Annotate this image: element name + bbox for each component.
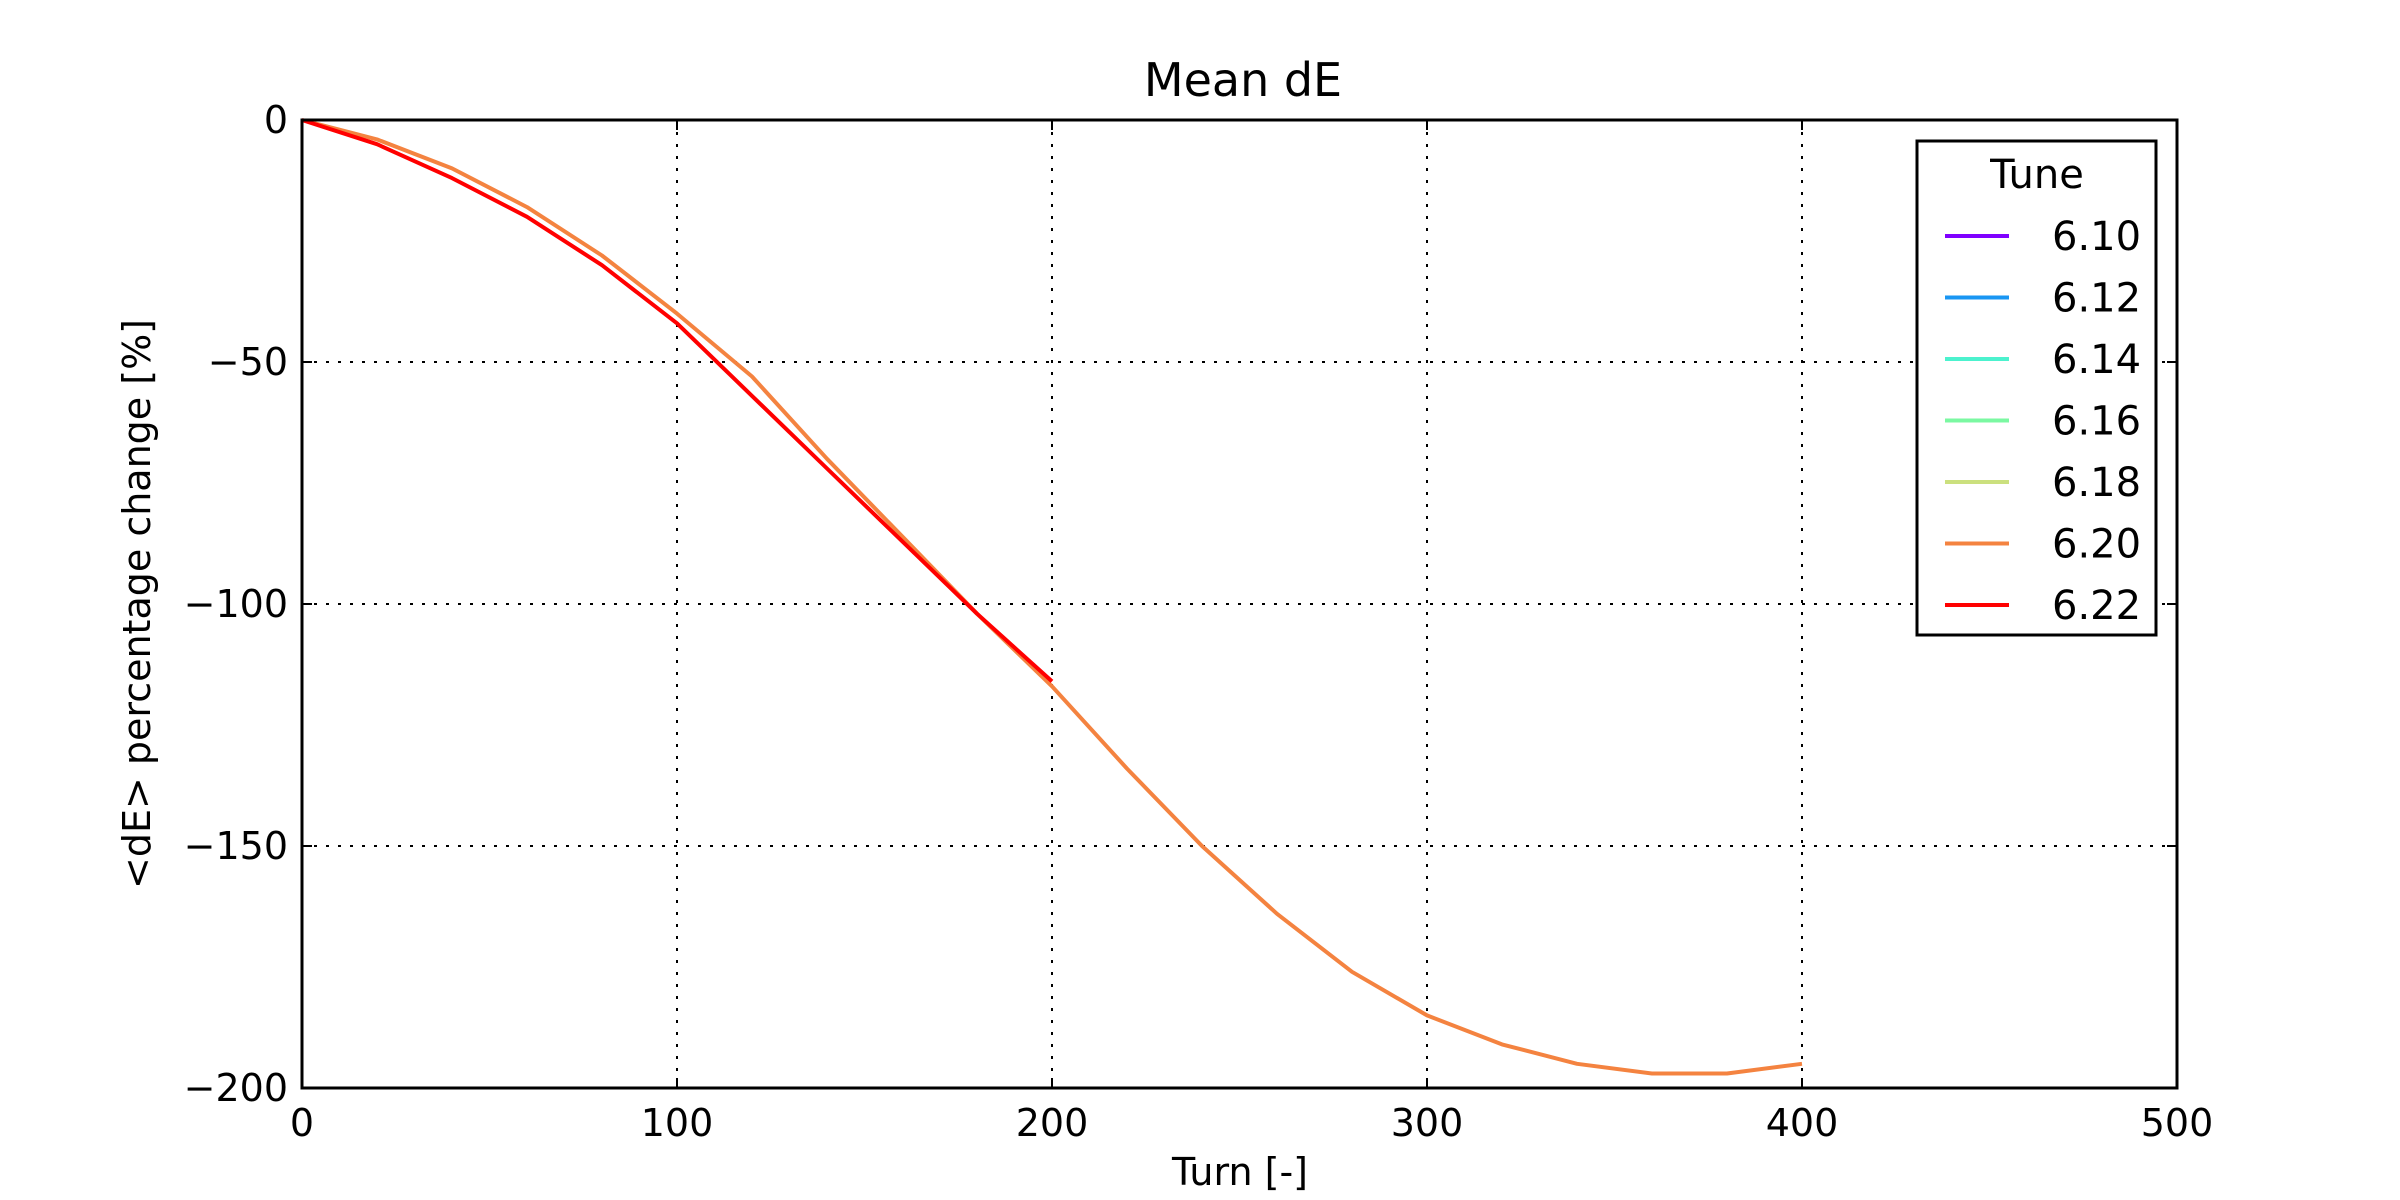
legend-entry-6-10: 6.10 xyxy=(1945,214,2141,260)
legend-entry-6-22: 6.22 xyxy=(1945,583,2141,629)
legend: Tune 6.10 6.12 6.14 6.16 6.18 6.20 6.22 xyxy=(1915,139,2158,637)
series-line-6-20 xyxy=(301,118,1803,1076)
axis-ticks: 0 100 200 300 400 500 0 −50 −100 −150 −200 xyxy=(184,98,2214,1145)
x-tick-label-100: 100 xyxy=(641,1101,714,1145)
legend-entry-6-12: 6.12 xyxy=(1945,276,2141,322)
legend-label-6-12: 6.12 xyxy=(2052,276,2141,322)
x-tick-label-500: 500 xyxy=(2141,1101,2214,1145)
legend-entries: 6.10 6.12 6.14 6.16 6.18 6.20 6.22 xyxy=(1945,214,2141,629)
legend-label-6-14: 6.14 xyxy=(2052,337,2141,383)
legend-entry-6-18: 6.18 xyxy=(1945,460,2141,506)
legend-frame xyxy=(1915,139,2158,637)
legend-label-6-22: 6.22 xyxy=(2052,583,2141,629)
chart-title: Mean dE xyxy=(1144,53,1342,107)
y-tick-label-0: 0 xyxy=(264,98,288,142)
y-tick-label--200: −200 xyxy=(184,1066,288,1110)
legend-label-6-20: 6.20 xyxy=(2052,522,2141,568)
legend-entry-6-20: 6.20 xyxy=(1945,522,2141,568)
x-tick-label-400: 400 xyxy=(1766,1101,1839,1145)
x-axis-label: Turn [-] xyxy=(1171,1150,1308,1194)
x-tick-label-300: 300 xyxy=(1391,1101,1464,1145)
series-group xyxy=(301,118,1803,1076)
plot-area-frame xyxy=(300,118,2179,1090)
x-tick-label-0: 0 xyxy=(290,1101,314,1145)
y-tick-label--50: −50 xyxy=(208,340,288,384)
series-line-6-22 xyxy=(301,118,1054,683)
legend-entry-6-16: 6.16 xyxy=(1945,399,2141,445)
x-tick-label-200: 200 xyxy=(1016,1101,1089,1145)
grid xyxy=(302,120,2177,1088)
y-axis-label: <dE> percentage change [%] xyxy=(115,319,159,889)
legend-title: Tune xyxy=(1989,152,2084,198)
legend-label-6-18: 6.18 xyxy=(2052,460,2141,506)
y-tick-label--150: −150 xyxy=(184,824,288,868)
legend-entry-6-14: 6.14 xyxy=(1945,337,2141,383)
legend-label-6-16: 6.16 xyxy=(2052,399,2141,445)
legend-label-6-10: 6.10 xyxy=(2052,214,2141,260)
y-tick-label--100: −100 xyxy=(184,582,288,626)
